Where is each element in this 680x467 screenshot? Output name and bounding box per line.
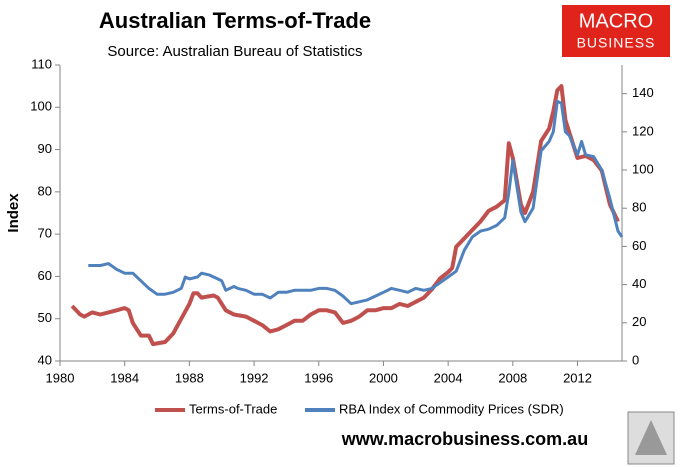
logo-box bbox=[562, 5, 670, 57]
x-tick-label: 1980 bbox=[46, 370, 75, 385]
x-tick-label: 1996 bbox=[304, 370, 333, 385]
y2-tick-label: 100 bbox=[632, 161, 654, 176]
chart-title: Australian Terms-of-Trade bbox=[99, 8, 371, 33]
y2-tick-label: 40 bbox=[632, 276, 646, 291]
series-line bbox=[70, 84, 620, 347]
x-tick-label: 2008 bbox=[498, 370, 527, 385]
y-tick-label: 50 bbox=[38, 310, 52, 325]
y-tick-label: 70 bbox=[38, 226, 52, 241]
y2-tick-label: 60 bbox=[632, 238, 646, 253]
logo-image bbox=[635, 420, 667, 455]
y-tick-label: 110 bbox=[31, 56, 52, 71]
y2-tick-label: 80 bbox=[632, 200, 646, 215]
y2-tick-label: 120 bbox=[632, 123, 654, 138]
x-tick-label: 1992 bbox=[240, 370, 269, 385]
y-tick-label: 80 bbox=[38, 183, 52, 198]
y2-tick-label: 20 bbox=[632, 314, 646, 329]
chart-subtitle: Source: Australian Bureau of Statistics bbox=[107, 43, 362, 60]
x-tick-label: 2012 bbox=[563, 370, 592, 385]
y-tick-label: 40 bbox=[38, 352, 52, 367]
footer: www.macrobusiness.com.au bbox=[341, 429, 588, 449]
logo-text: BUSINESS bbox=[577, 35, 656, 51]
x-tick-label: 1988 bbox=[175, 370, 204, 385]
logo-text: MACRO bbox=[579, 10, 653, 32]
y-tick-label: 100 bbox=[30, 99, 52, 114]
y2-tick-label: 140 bbox=[632, 85, 654, 100]
y-tick-label: 90 bbox=[38, 141, 52, 156]
legend-label: Terms-of-Trade bbox=[189, 401, 277, 416]
x-tick-label: 2004 bbox=[434, 370, 463, 385]
x-tick-label: 1984 bbox=[110, 370, 139, 385]
series-line bbox=[88, 99, 624, 306]
y-tick-label: 60 bbox=[38, 268, 52, 283]
y2-tick-label: 0 bbox=[632, 352, 639, 367]
x-tick-label: 2000 bbox=[369, 370, 398, 385]
legend-label: RBA Index of Commodity Prices (SDR) bbox=[339, 401, 564, 416]
y-axis-label: Index bbox=[5, 193, 22, 233]
